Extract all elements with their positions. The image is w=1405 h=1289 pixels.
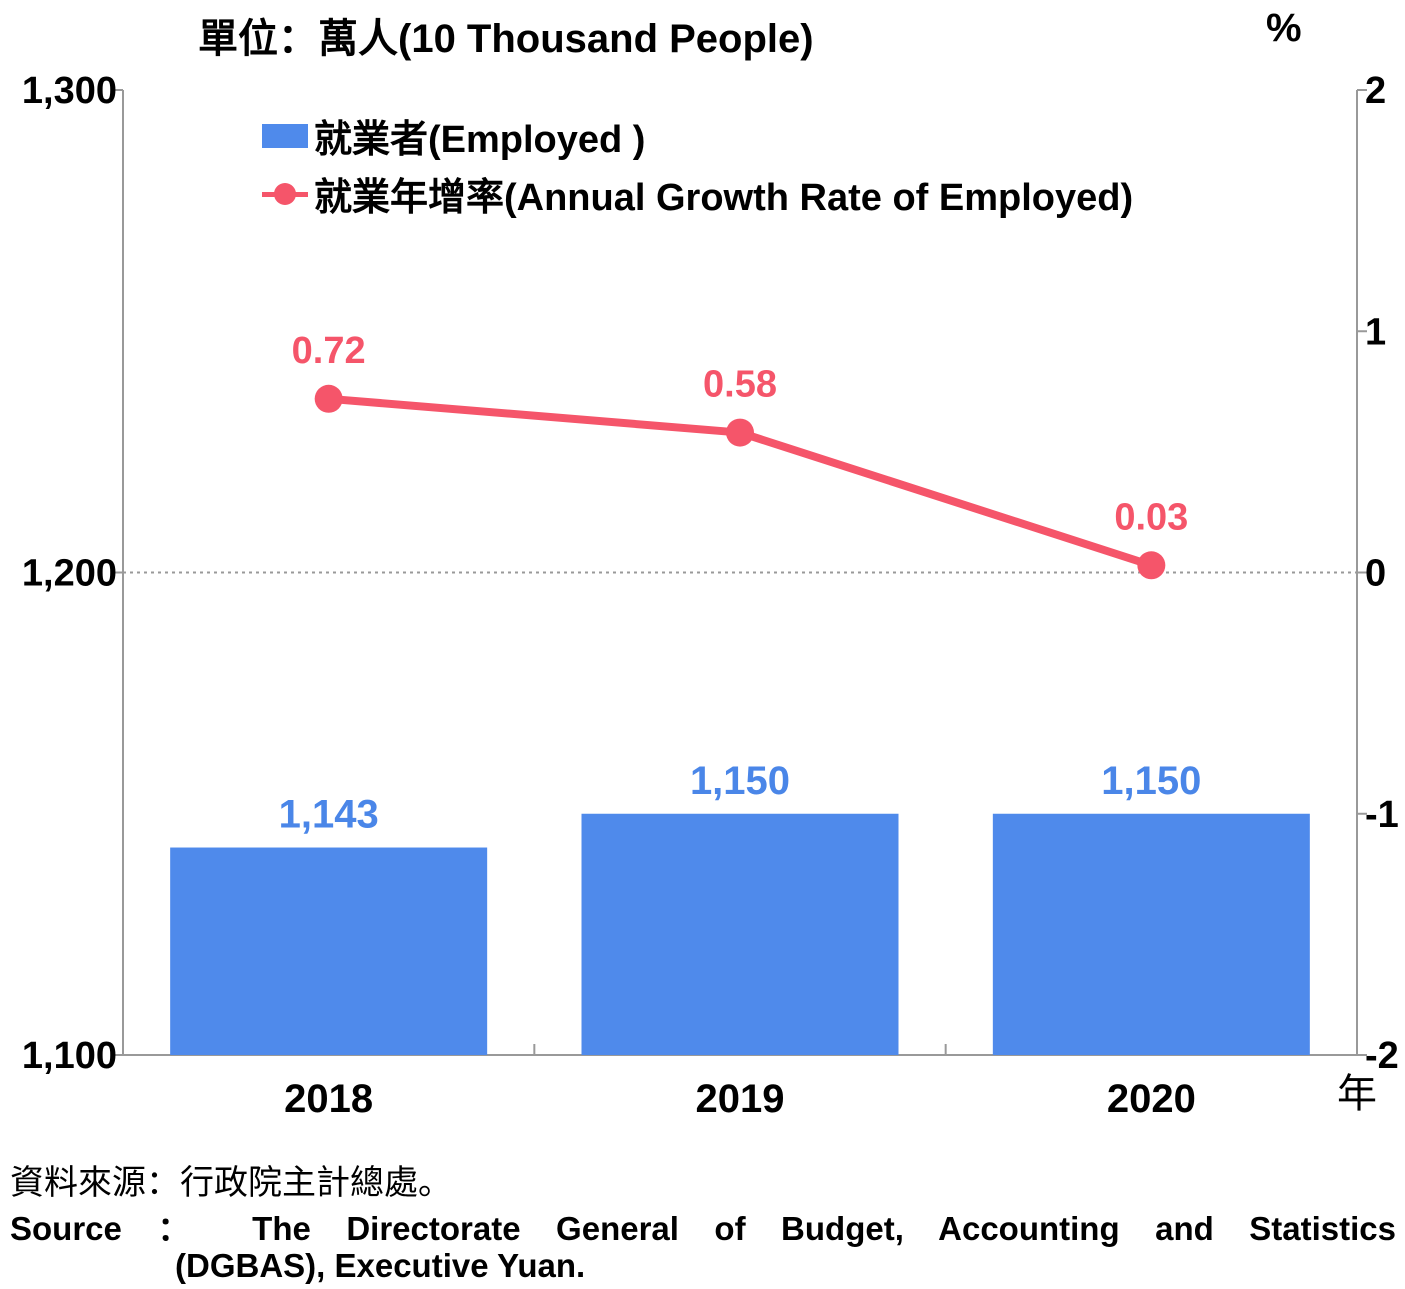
source-note-en-line2: (DGBAS), Executive Yuan. [175, 1247, 586, 1284]
x-tick-label: 2020 [1107, 1077, 1196, 1121]
unit-label-left: 單位：萬人(10 Thousand People) [198, 17, 814, 61]
line-data-label: 0.03 [1114, 496, 1188, 538]
bar-employed [581, 813, 899, 1055]
y-right-tick-label: 1 [1365, 311, 1386, 353]
growth-rate-point [1137, 551, 1166, 580]
y-right-tick-label: -2 [1365, 1035, 1399, 1077]
chart-canvas: 1,100 1,200 1,300 -2 -1 0 1 2 1,143 1,150 1,150 0.7… [22, 70, 1399, 1121]
x-tick-label: 2019 [696, 1077, 785, 1121]
legend-line-label: 就業年增率(Annual Growth Rate of Employed) [314, 177, 1134, 219]
bar-employed [170, 847, 488, 1055]
legend-item-employed: 就業者(Employed ) [262, 108, 645, 163]
bar-data-label: 1,150 [1101, 759, 1201, 803]
unit-label-right: % [1266, 6, 1302, 50]
x-axis-unit-label: 年 [1337, 1072, 1377, 1116]
y-left-tick-label: 1,300 [22, 70, 117, 112]
y-left-tick-label: 1,100 [22, 1035, 117, 1077]
bar-data-label: 1,143 [279, 793, 379, 837]
bar-employed [992, 813, 1310, 1055]
source-note-en-line1: Source ： The Directorate General of Budg… [10, 1210, 1396, 1247]
line-data-label: 0.58 [703, 364, 777, 406]
y-right-tick-label: 2 [1365, 70, 1386, 112]
legend-bar-label: 就業者(Employed ) [314, 119, 646, 161]
x-tick-label: 2018 [284, 1077, 373, 1121]
bar-data-label: 1,150 [690, 759, 790, 803]
legend-line-swatch [262, 182, 308, 206]
growth-rate-point [314, 384, 343, 413]
growth-rate-point [726, 418, 754, 447]
legend-bar-swatch [262, 123, 308, 148]
line-data-label: 0.72 [292, 330, 366, 372]
y-right-tick-label: -1 [1365, 794, 1399, 836]
y-right-tick-label: 0 [1365, 553, 1386, 595]
y-left-tick-label: 1,200 [22, 553, 117, 595]
legend-item-growth-rate: 就業年增率(Annual Growth Rate of Employed) [262, 166, 1133, 221]
source-note-zh: 資料來源：行政院主計總處。 [10, 1164, 452, 1202]
